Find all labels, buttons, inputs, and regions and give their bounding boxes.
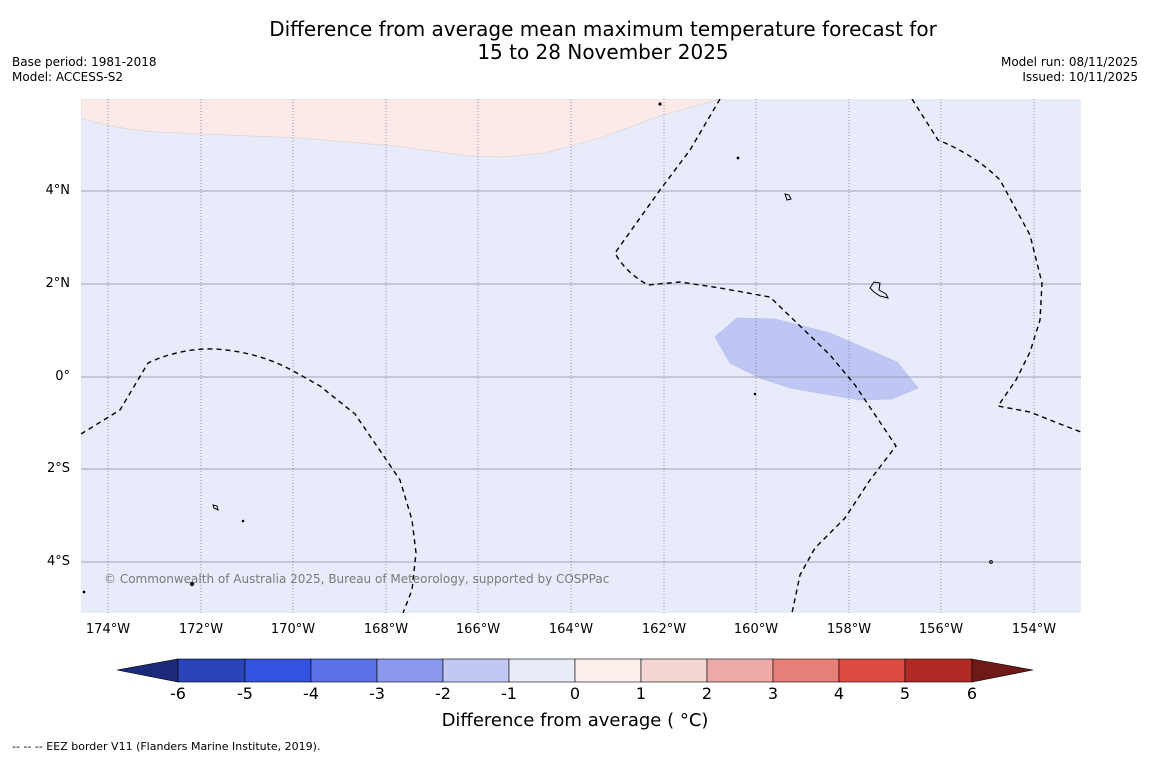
lat-label: 4°S xyxy=(46,554,70,569)
eez-border-west xyxy=(81,348,417,613)
colorbar-tick-label: 6 xyxy=(966,684,978,703)
lon-label: 162°W xyxy=(641,622,687,637)
island xyxy=(189,581,195,587)
island xyxy=(82,590,86,594)
colorbar-segment xyxy=(904,658,973,683)
chart-title: Difference from average mean maximum tem… xyxy=(0,18,1150,64)
colorbar-tick-label: 1 xyxy=(635,684,647,703)
lon-label: 160°W xyxy=(733,622,779,637)
island xyxy=(736,156,740,160)
colorbar-segment xyxy=(310,658,378,683)
lon-label: 166°W xyxy=(455,622,501,637)
eez-footnote: -- -- -- EEZ border V11 (Flanders Marine… xyxy=(12,740,321,753)
issued-date: Issued: 10/11/2025 xyxy=(1022,70,1138,84)
colorbar-tick-label: -1 xyxy=(501,684,517,703)
colorbar-segment xyxy=(508,658,576,683)
model-run: Model run: 08/11/2025 xyxy=(1000,55,1138,69)
colorbar-tick-label: 4 xyxy=(833,684,845,703)
colorbar-segment xyxy=(574,658,642,683)
colorbar-tick-label: -6 xyxy=(170,684,186,703)
colorbar xyxy=(116,658,1034,683)
lat-label: 2°N xyxy=(45,276,71,291)
eez-border-east xyxy=(911,99,1081,433)
title-line-2: 15 to 28 November 2025 xyxy=(477,40,729,64)
island xyxy=(241,519,245,523)
colorbar-tick-label: 0 xyxy=(569,684,581,703)
lon-label: 170°W xyxy=(270,622,316,637)
island xyxy=(658,102,662,106)
lon-label: 174°W xyxy=(85,622,131,637)
lon-label: 158°W xyxy=(826,622,872,637)
colorbar-segment xyxy=(640,658,708,683)
lon-label: 156°W xyxy=(918,622,964,637)
lon-label: 154°W xyxy=(1011,622,1057,637)
ocean-background xyxy=(81,99,1081,613)
islands xyxy=(82,102,993,594)
eez-border-central xyxy=(614,99,897,613)
colorbar-tick-label: -2 xyxy=(435,684,451,703)
lon-label: 172°W xyxy=(178,622,224,637)
colorbar-segment xyxy=(838,658,906,683)
island xyxy=(212,504,219,511)
meta-right: Model run: 08/11/2025 Issued: 10/11/2025 xyxy=(1001,55,1138,85)
colorbar-segment xyxy=(772,658,840,683)
lat-label: 0° xyxy=(55,369,70,384)
colorbar-tick-label: 5 xyxy=(899,684,911,703)
colorbar-max-extension xyxy=(971,658,1034,683)
colorbar-tick-label: -4 xyxy=(303,684,319,703)
colorbar-title: Difference from average ( °C) xyxy=(441,710,709,731)
island xyxy=(753,392,757,396)
colorbar-segment xyxy=(177,658,246,683)
lon-label: 164°W xyxy=(548,622,594,637)
map-plot-area xyxy=(81,99,1081,613)
island xyxy=(784,193,792,201)
colorbar-segment xyxy=(442,658,510,683)
graticule xyxy=(81,99,1081,613)
colorbar-tick-label: -5 xyxy=(237,684,253,703)
meta-left: Base period: 1981-2018 Model: ACCESS-S2 xyxy=(12,55,157,85)
lat-label: 4°N xyxy=(45,183,71,198)
island xyxy=(869,281,889,299)
lon-label: 168°W xyxy=(363,622,409,637)
colorbar-tick-label: -3 xyxy=(369,684,385,703)
eez-borders xyxy=(81,99,1081,613)
title-line-1: Difference from average mean maximum tem… xyxy=(269,17,937,41)
colorbar-segment xyxy=(244,658,312,683)
base-period: Base period: 1981-2018 xyxy=(12,55,157,69)
lat-label: 2°S xyxy=(46,461,70,476)
colorbar-min-extension xyxy=(116,658,179,683)
colorbar-segment xyxy=(376,658,444,683)
colorbar-tick-label: 3 xyxy=(767,684,779,703)
model-name: Model: ACCESS-S2 xyxy=(12,70,124,84)
island xyxy=(989,560,993,564)
colorbar-tick-label: 2 xyxy=(701,684,713,703)
warm-anomaly-region xyxy=(81,99,721,158)
colorbar-segment xyxy=(706,658,774,683)
cool-anomaly-region xyxy=(714,317,919,401)
copyright-notice: © Commonwealth of Australia 2025, Bureau… xyxy=(104,572,610,586)
